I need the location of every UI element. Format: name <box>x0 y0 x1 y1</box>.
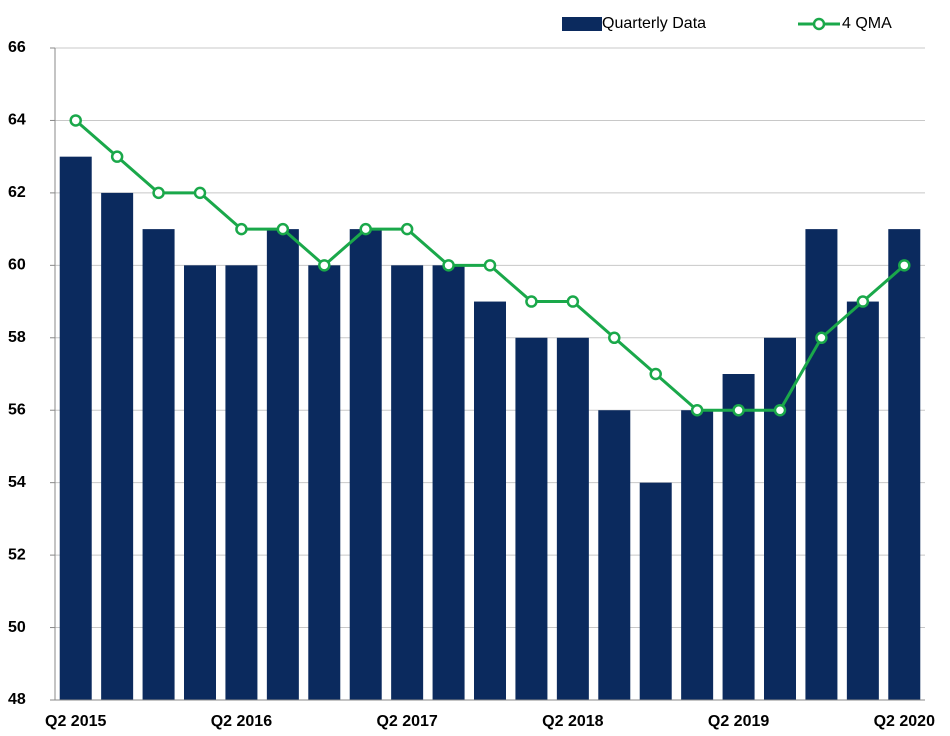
bar <box>474 301 506 700</box>
bar <box>764 337 796 700</box>
y-tick-label: 52 <box>8 546 26 563</box>
x-tick-label: Q2 2015 <box>45 713 106 730</box>
line-marker <box>566 295 580 308</box>
legend-label: 4 QMA <box>842 15 892 32</box>
line-marker <box>400 222 414 236</box>
x-tick-label: Q2 2018 <box>542 713 603 730</box>
line-marker <box>193 186 207 200</box>
legend-swatch <box>812 17 826 31</box>
y-tick-label: 60 <box>8 257 26 274</box>
x-tick-label: Q2 2019 <box>708 713 769 730</box>
line-marker <box>442 259 455 272</box>
x-tick-label: Q2 2017 <box>376 713 437 730</box>
bar <box>59 156 92 700</box>
line-marker <box>359 222 372 236</box>
x-tick-label: Q2 2016 <box>211 713 272 730</box>
bar <box>432 265 465 700</box>
line-marker <box>525 295 538 308</box>
y-tick-label: 64 <box>8 112 26 129</box>
line-marker <box>690 403 704 417</box>
x-tick-label: Q2 2020 <box>874 713 935 730</box>
bar <box>184 265 216 700</box>
line-marker <box>732 403 745 417</box>
line-marker <box>856 295 870 308</box>
line-marker <box>235 222 248 236</box>
bar <box>598 410 631 700</box>
bar <box>681 410 714 700</box>
line-marker <box>318 259 331 272</box>
bar <box>722 374 755 700</box>
bar <box>805 229 838 700</box>
y-tick-label: 66 <box>8 39 26 56</box>
bar <box>225 265 258 700</box>
legend-swatch <box>562 17 602 31</box>
bar <box>639 482 672 700</box>
line-marker <box>110 150 124 163</box>
line-marker <box>773 403 787 417</box>
legend-label: Quarterly Data <box>602 15 706 32</box>
line-marker <box>649 367 662 381</box>
bar <box>101 192 134 700</box>
line-marker <box>276 222 290 236</box>
bar <box>142 229 175 700</box>
y-tick-label: 54 <box>8 474 26 491</box>
line-marker <box>898 259 911 272</box>
y-tick-label: 58 <box>8 329 26 346</box>
line-marker <box>152 186 165 200</box>
line-marker <box>483 259 497 272</box>
y-tick-label: 50 <box>8 619 26 636</box>
bar <box>308 265 341 700</box>
bar <box>391 265 424 700</box>
y-tick-label: 48 <box>8 691 26 708</box>
bar <box>266 229 299 700</box>
bar <box>349 229 382 700</box>
bar <box>515 337 548 700</box>
y-tick-label: 62 <box>8 184 26 201</box>
line-marker <box>69 114 82 127</box>
y-tick-label: 56 <box>8 401 26 418</box>
bar <box>888 229 921 700</box>
bar <box>556 337 589 700</box>
line-marker <box>815 331 828 345</box>
bar <box>846 301 879 700</box>
line-marker <box>608 331 621 345</box>
